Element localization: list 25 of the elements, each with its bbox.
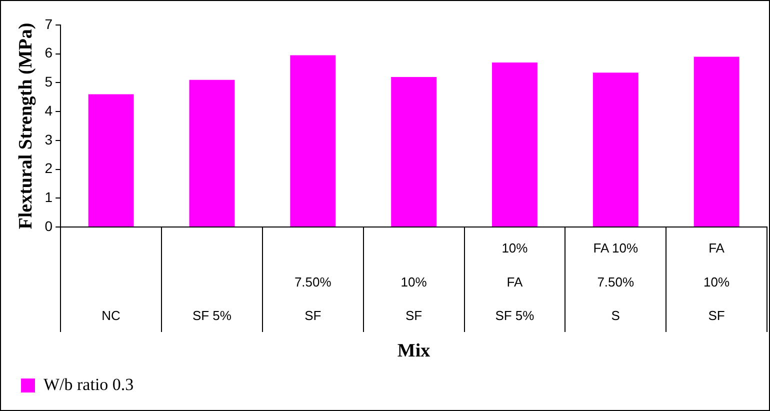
bar bbox=[391, 76, 436, 226]
x-axis-title: Mix bbox=[397, 340, 431, 362]
y-axis-title: Flextural Strength (MPa) bbox=[15, 22, 36, 230]
y-tick-label: 1 bbox=[44, 189, 53, 205]
y-tick-label: 5 bbox=[44, 74, 53, 90]
y-tick-label: 2 bbox=[44, 160, 53, 176]
legend-label: W/b ratio 0.3 bbox=[44, 374, 134, 394]
category-label: 10% SF bbox=[400, 274, 427, 324]
bar bbox=[290, 55, 336, 226]
y-tick-label: 0 bbox=[44, 218, 53, 234]
category-label: FA 10% 7.50% S bbox=[593, 240, 638, 324]
y-tick-label: 7 bbox=[44, 16, 53, 32]
bar bbox=[88, 94, 134, 226]
bar bbox=[694, 56, 740, 226]
category-label: FA 10% SF bbox=[704, 240, 730, 324]
y-tick-label: 3 bbox=[44, 131, 53, 148]
category-label: 10% FA SF 5% bbox=[495, 240, 534, 324]
y-tick-label: 4 bbox=[44, 102, 53, 118]
bar bbox=[189, 80, 235, 226]
y-tick-label: 6 bbox=[44, 44, 53, 61]
x-tick-label: NC bbox=[102, 308, 120, 324]
category-label: 7.50% SF bbox=[294, 274, 332, 324]
bar bbox=[592, 72, 638, 226]
bar bbox=[492, 62, 538, 226]
x-tick-label: SF 5% bbox=[192, 308, 232, 324]
